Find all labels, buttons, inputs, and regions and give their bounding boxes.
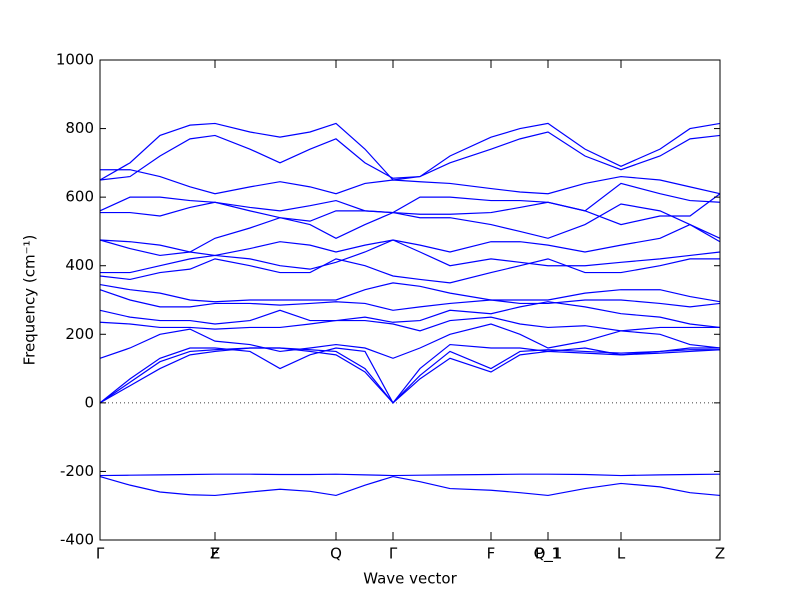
y-tick-label: 800 [65,119,94,137]
x-tick-label: P_1 [535,545,561,564]
y-tick-label: 0 [84,393,94,411]
x-tick-label: L [617,545,626,563]
band-line [99,203,721,253]
band-line [99,122,721,181]
band-line [100,193,721,226]
band-line [99,258,720,284]
x-tick-label: Z [715,545,725,563]
y-tick-label: -400 [60,531,94,549]
band-line [99,347,721,404]
y-axis-label: Frequency (cm⁻¹) [21,235,39,366]
y-tick-label: 600 [65,188,94,206]
x-tick-label: F [487,545,496,563]
band-line [100,169,721,195]
y-tick-label: 200 [65,325,94,343]
band-line [99,316,720,332]
y-tick-label: -200 [60,462,94,480]
x-tick-label: F [211,545,220,563]
band-line [99,473,721,477]
x-tick-label: Z [210,545,220,563]
band-line [100,239,721,274]
x-tick-label: Γ [389,545,398,563]
band-line [99,282,721,303]
y-tick-label: 400 [65,256,94,274]
band-line [99,131,721,181]
band-line [99,347,720,404]
band-line [99,475,721,497]
band-line [99,301,721,329]
band-line [99,289,721,311]
band-line [99,323,721,359]
x-tick-label: Γ [96,545,105,563]
x-tick-label: Q_1 [534,545,563,564]
plot-frame [99,59,721,541]
y-tick-label: 1000 [56,51,94,69]
x-axis-label: Wave vector [363,570,457,588]
x-tick-label: Q [330,545,342,563]
